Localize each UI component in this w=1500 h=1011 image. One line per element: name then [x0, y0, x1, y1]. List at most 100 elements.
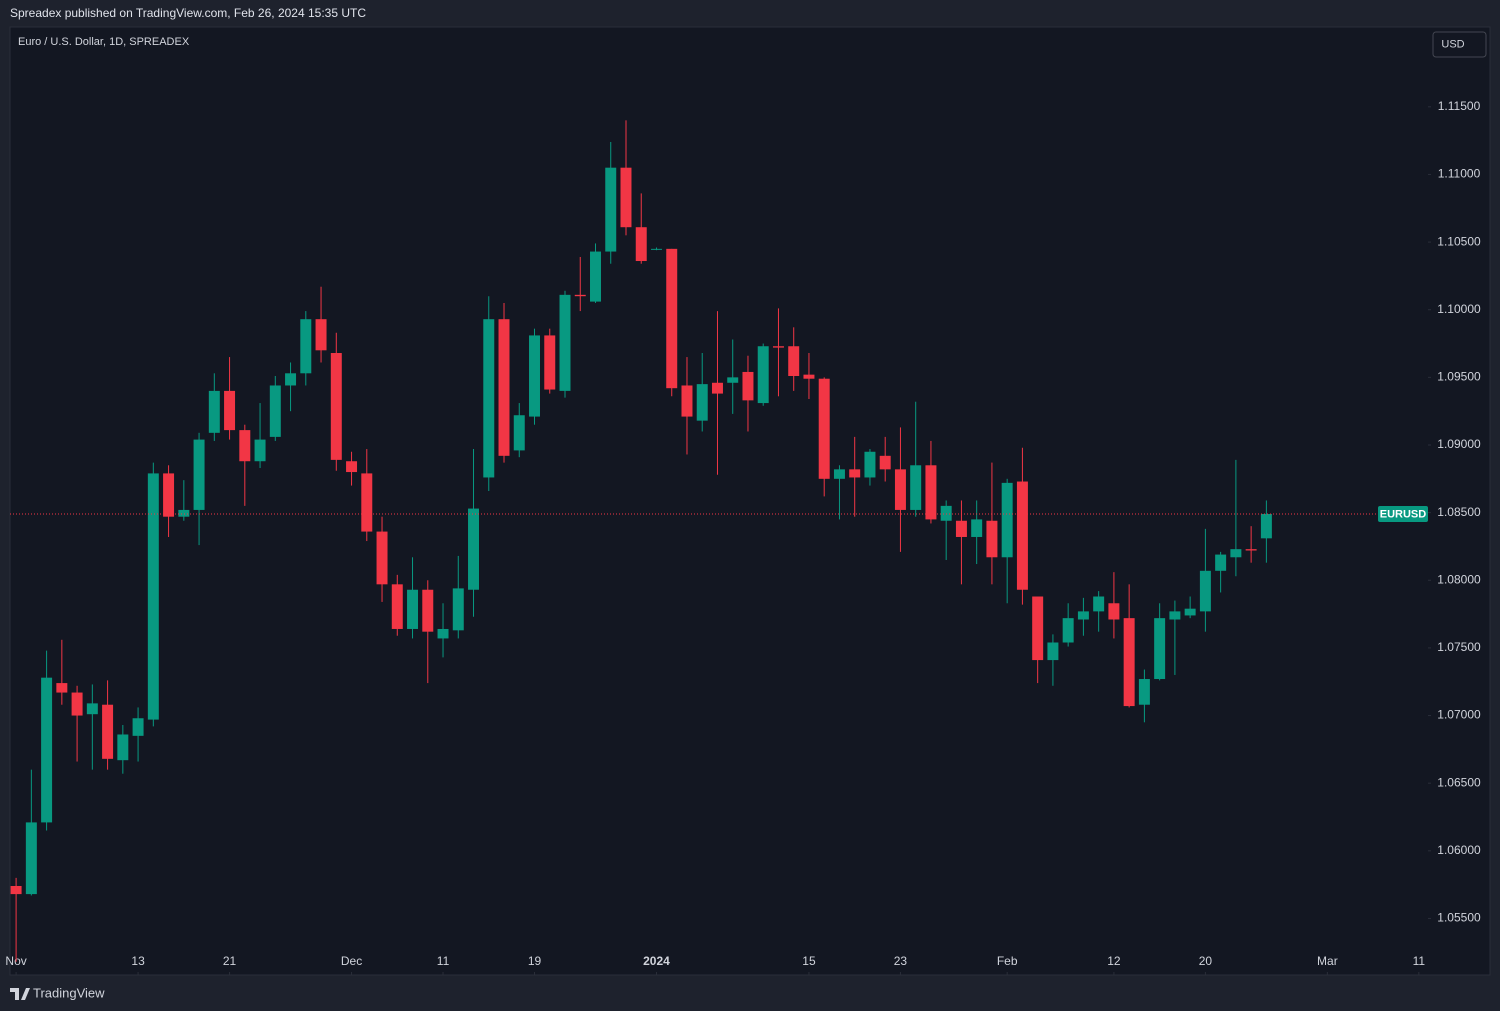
x-tick-label: Mar: [1317, 954, 1338, 968]
candle-body: [254, 439, 266, 462]
candle-body: [590, 251, 601, 302]
candle-body: [56, 683, 68, 693]
candle-body: [468, 508, 480, 590]
candle-body: [178, 509, 190, 517]
candle-body: [696, 384, 708, 421]
x-tick-label: 15: [802, 954, 816, 968]
y-tick-label: 1.07500: [1437, 640, 1481, 654]
candle-body: [1199, 570, 1211, 612]
candle-body: [147, 473, 159, 720]
candle-body: [772, 346, 784, 348]
candle-body: [544, 335, 556, 390]
candle-body: [483, 319, 495, 478]
candle-body: [391, 584, 403, 629]
x-tick-label: 11: [437, 954, 450, 968]
candle-body: [635, 227, 647, 262]
candle-body: [285, 373, 297, 386]
candle-body: [1077, 611, 1089, 620]
y-tick-label: 1.10000: [1437, 302, 1481, 316]
candle-body: [681, 385, 693, 417]
candle-body: [41, 677, 53, 823]
candle-body: [1032, 596, 1044, 661]
y-tick-label: 1.09500: [1437, 370, 1481, 384]
candle-body: [879, 455, 891, 470]
candle-body: [818, 378, 830, 479]
candle-body: [650, 248, 662, 250]
y-tick-label: 1.07000: [1437, 708, 1481, 722]
last-price-badge: [1378, 505, 1428, 522]
candle-body: [1154, 618, 1166, 680]
candle-body: [1245, 549, 1257, 551]
x-tick-label: 23: [894, 954, 908, 968]
candle-body: [1184, 608, 1196, 616]
x-tick-label: 13: [131, 954, 145, 968]
candle-body: [163, 473, 175, 517]
candle-body: [910, 465, 922, 510]
candle-body: [666, 248, 678, 389]
candle-body: [437, 628, 449, 639]
candle-body: [513, 415, 525, 451]
plot: 1.11500 1.11000 1.10500 1.10000 1.09500 1.090…: [5, 99, 1481, 975]
candle-body: [742, 371, 754, 401]
candle-body: [559, 294, 571, 391]
footer-logo: TradingView: [10, 985, 105, 1000]
candle-body: [269, 385, 281, 437]
candle-body: [10, 885, 22, 895]
candle-body: [300, 319, 312, 374]
currency-label: USD: [1441, 38, 1464, 50]
candle-body: [574, 294, 586, 297]
candle-body: [102, 704, 114, 759]
last-price-symbol: EURUSD: [1380, 508, 1427, 520]
candle-body: [1047, 642, 1059, 661]
candle-body: [529, 335, 540, 417]
candle-body: [224, 390, 236, 431]
candle-body: [330, 353, 342, 460]
candle-body: [605, 167, 617, 252]
x-tick-label: Dec: [341, 954, 362, 968]
candle-body: [803, 374, 815, 379]
y-tick-label: 1.08000: [1437, 572, 1481, 586]
candle-body: [620, 167, 632, 228]
candle-body: [849, 469, 861, 478]
candle-body: [864, 451, 876, 478]
candle-body: [376, 531, 388, 585]
candle-body: [315, 319, 327, 351]
candle-body: [208, 390, 220, 433]
candle-body: [1169, 611, 1181, 620]
x-tick-label: Feb: [997, 954, 1018, 968]
candle-body: [1093, 596, 1105, 612]
candle-body: [346, 461, 358, 473]
candle-body: [757, 346, 769, 404]
chart-title: Euro / U.S. Dollar, 1D, SPREADEX: [18, 36, 190, 48]
candle-body: [727, 377, 739, 383]
publisher-header: Spreadex published on TradingView.com, F…: [10, 6, 366, 20]
x-tick-label: 19: [528, 954, 542, 968]
x-tick-label: 11: [1413, 954, 1426, 968]
candle-body: [361, 473, 373, 532]
y-tick-label: 1.11000: [1438, 167, 1481, 181]
candle-body: [1016, 481, 1028, 590]
candle-body: [1215, 554, 1227, 571]
chart-frame: [9, 26, 1491, 976]
candle-body: [452, 588, 464, 631]
candle-body: [71, 692, 83, 716]
x-tick-label: 21: [223, 954, 237, 968]
candle-body: [193, 439, 205, 510]
y-tick-label: 1.06500: [1437, 775, 1481, 789]
candle-body: [498, 319, 510, 456]
currency-button[interactable]: [1432, 31, 1487, 58]
candle-body: [1062, 618, 1074, 643]
y-tick-label: 1.06000: [1437, 843, 1481, 857]
candle-body: [1260, 513, 1272, 539]
candle-body: [986, 520, 998, 558]
x-tick-label: 12: [1107, 954, 1121, 968]
candle-body: [1001, 482, 1013, 558]
candle-body: [711, 382, 723, 394]
candle-body: [132, 718, 144, 736]
candle-body: [407, 589, 419, 629]
candle-body: [1230, 549, 1242, 558]
candle-body: [894, 469, 906, 510]
candle-body: [239, 430, 251, 462]
